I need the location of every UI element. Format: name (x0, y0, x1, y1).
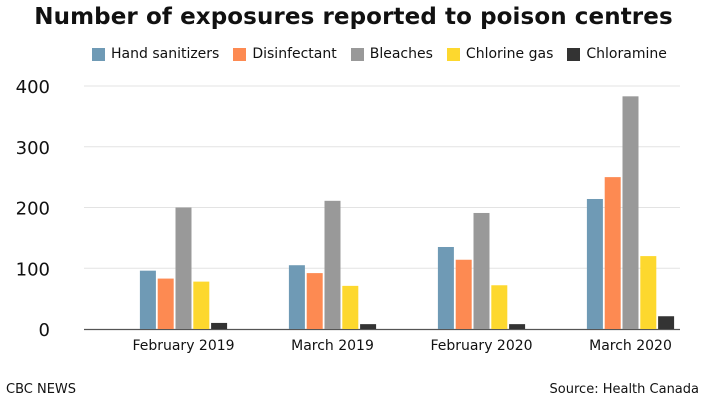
bar-chloramine (360, 324, 377, 329)
legend-label: Chloramine (586, 46, 667, 62)
legend-swatch (350, 47, 364, 61)
y-tick-label: 200 (16, 199, 50, 220)
bar-bleaches (622, 96, 639, 329)
legend-item: Hand sanitizers (92, 46, 219, 62)
legend-swatch (233, 47, 247, 61)
bar-hand-sanitizers (586, 198, 603, 329)
bar-chlorine-gas (342, 285, 359, 329)
chart-title: Number of exposures reported to poison c… (34, 4, 673, 30)
legend-label: Chlorine gas (465, 46, 554, 62)
legend-label: Bleaches (369, 46, 433, 62)
bar-hand-sanitizers (288, 265, 305, 329)
bar-bleaches (324, 200, 341, 329)
x-tick-label: March 2019 (291, 338, 374, 354)
bar-chloramine (509, 324, 526, 329)
legend-swatch (446, 47, 460, 61)
legend: Hand sanitizers Disinfectant Bleaches Chlor… (92, 46, 681, 62)
legend-label: Hand sanitizers (111, 46, 220, 62)
legend-item: Disinfectant (233, 46, 337, 62)
bar-disinfectant (604, 177, 621, 329)
y-tick-label: 300 (16, 138, 50, 159)
bar-chloramine (211, 322, 228, 329)
bar-hand-sanitizers (139, 270, 156, 329)
bar-hand-sanitizers (437, 246, 454, 329)
x-tick-label: February 2019 (132, 338, 234, 354)
legend-label: Disinfectant (252, 46, 337, 62)
bar-disinfectant (455, 259, 472, 329)
x-tick-label: March 2020 (589, 338, 672, 354)
credit-label: CBC NEWS (6, 382, 77, 397)
bar-bleaches (473, 212, 490, 329)
source-label: Source: Health Canada (549, 382, 699, 397)
y-tick-label: 0 (39, 320, 50, 341)
bar-chlorine-gas (640, 256, 657, 329)
legend-item: Bleaches (350, 46, 433, 62)
bar-chlorine-gas (491, 285, 508, 329)
y-tick-label: 400 (16, 77, 50, 98)
legend-item: Chloramine (567, 46, 667, 62)
bar-bleaches (175, 207, 192, 329)
bar-chloramine (658, 316, 675, 329)
bar-disinfectant (306, 273, 323, 329)
x-tick-label: February 2020 (430, 338, 532, 354)
legend-swatch (92, 47, 105, 61)
legend-swatch (567, 47, 581, 61)
legend-item: Chlorine gas (446, 46, 554, 62)
bar-disinfectant (157, 278, 174, 329)
y-tick-label: 100 (16, 259, 50, 280)
bar-chlorine-gas (193, 281, 210, 329)
